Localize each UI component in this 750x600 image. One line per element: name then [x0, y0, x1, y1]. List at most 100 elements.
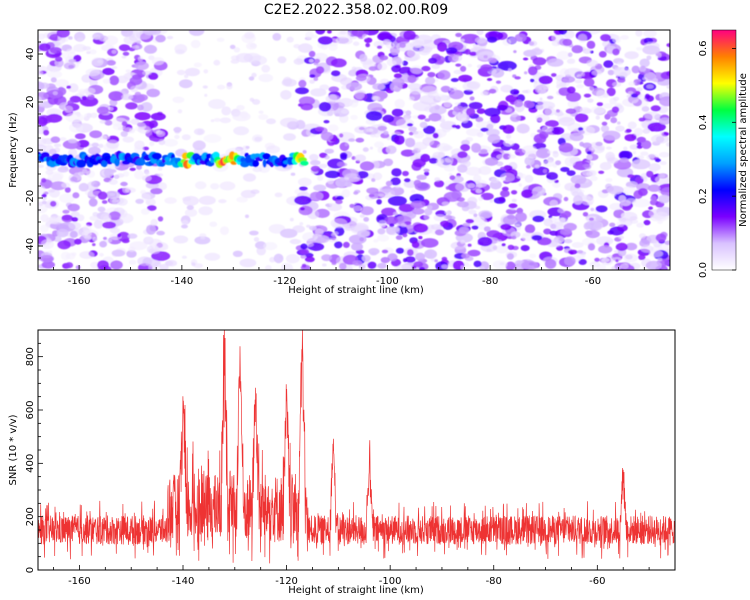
- heatmap-cell: [395, 247, 405, 254]
- heatmap-cell: [394, 135, 405, 145]
- heatmap-cell: [595, 216, 603, 222]
- heatmap-band-cell: [240, 157, 246, 163]
- heatmap-cell: [452, 54, 463, 62]
- heatmap-cell: [539, 97, 543, 101]
- heatmap-cell: [314, 58, 320, 64]
- heatmap-cell: [68, 138, 77, 144]
- y-tick-label: 400: [25, 454, 36, 473]
- heatmap-cell: [354, 154, 367, 162]
- heatmap-cell: [647, 184, 661, 192]
- heatmap-cell: [615, 242, 628, 251]
- heatmap-cell: [557, 208, 566, 214]
- heatmap-cell: [327, 30, 332, 34]
- heatmap-cell: [535, 148, 551, 159]
- heatmap-cell: [319, 153, 327, 158]
- heatmap-cell: [368, 66, 378, 71]
- heatmap-cell: [258, 110, 264, 114]
- heatmap-cell: [331, 70, 341, 77]
- heatmap-cell: [121, 93, 134, 100]
- heatmap-cell: [45, 169, 54, 175]
- heatmap-cell: [74, 238, 82, 245]
- heatmap-cell: [230, 55, 240, 61]
- heatmap-cell: [486, 78, 493, 81]
- heatmap-cell: [478, 166, 492, 175]
- heatmap-cell: [509, 89, 520, 95]
- heatmap-cell: [68, 83, 79, 93]
- heatmap-cell: [243, 173, 256, 182]
- heatmap-cell: [69, 230, 78, 238]
- heatmap-cell: [365, 42, 371, 48]
- heatmap-cell: [613, 96, 620, 101]
- heatmap-cell: [625, 128, 632, 133]
- heatmap-cell: [488, 88, 497, 94]
- heatmap-cell: [151, 57, 165, 66]
- heatmap-cell: [360, 206, 374, 216]
- heatmap-cell: [299, 186, 308, 191]
- heatmap-cell: [522, 232, 531, 237]
- heatmap-cell: [81, 229, 99, 239]
- heatmap-cell: [203, 134, 222, 143]
- heatmap-cell: [513, 50, 517, 54]
- heatmap-cell: [203, 69, 209, 74]
- heatmap-cell: [335, 177, 348, 188]
- heatmap-cell: [403, 30, 416, 40]
- heatmap-cell: [365, 111, 383, 121]
- heatmap-cell: [465, 166, 482, 176]
- heatmap-cell: [108, 179, 118, 185]
- heatmap-cell: [480, 64, 493, 72]
- heatmap-cell: [350, 114, 358, 120]
- heatmap-cell: [566, 86, 576, 94]
- heatmap-cell: [310, 88, 327, 97]
- heatmap-cell: [555, 160, 562, 166]
- heatmap-cell: [354, 125, 370, 134]
- heatmap-cell: [460, 33, 480, 44]
- heatmap-cell: [292, 225, 306, 233]
- heatmap-cell: [623, 146, 628, 151]
- heatmap-cell: [376, 45, 383, 49]
- heatmap-cell: [505, 134, 512, 139]
- heatmap-cell: [582, 169, 595, 177]
- heatmap-cell: [582, 163, 590, 168]
- heatmap-cell: [454, 102, 461, 106]
- heatmap-cell: [404, 178, 411, 183]
- heatmap-cell: [186, 205, 194, 211]
- heatmap-cell: [370, 132, 376, 138]
- heatmap-cell: [209, 221, 218, 227]
- heatmap-cell: [533, 81, 543, 91]
- heatmap-cell: [353, 205, 363, 212]
- heatmap-cell: [466, 107, 476, 117]
- heatmap-cell: [519, 173, 527, 179]
- heatmap-cell: [598, 245, 613, 254]
- heatmap-cell: [526, 165, 531, 169]
- heatmap-cell: [90, 112, 98, 119]
- heatmap-cell: [648, 154, 656, 159]
- heatmap-cell: [466, 81, 481, 89]
- x-tick-label: -160: [68, 576, 91, 587]
- heatmap-cell: [616, 221, 625, 227]
- heatmap-cell: [352, 260, 363, 266]
- heatmap-cell: [533, 133, 547, 144]
- heatmap-cell: [506, 214, 516, 220]
- snr-panel: -160 -140 -120 -100 -80 -60 0 200 400 600 800 Hei…: [8, 329, 676, 596]
- heatmap-cell: [239, 258, 257, 268]
- heatmap-cell: [436, 41, 448, 52]
- heatmap-cell: [574, 183, 581, 189]
- heatmap-cell: [574, 79, 583, 84]
- heatmap-cell: [191, 262, 196, 267]
- heatmap-cell: [229, 44, 236, 50]
- heatmap-cell: [522, 90, 529, 94]
- heatmap-cell: [248, 55, 268, 66]
- heatmap-cell: [302, 150, 307, 154]
- heatmap-cell: [524, 224, 536, 234]
- heatmap-cell: [299, 222, 304, 226]
- heatmap-cell: [599, 162, 612, 171]
- y-tick-label: 600: [25, 400, 36, 419]
- heatmap-cell: [300, 207, 305, 211]
- heatmap-cell: [412, 101, 432, 111]
- heatmap-cell: [309, 79, 315, 84]
- heatmap-cell: [252, 166, 263, 173]
- heatmap-cell: [363, 217, 370, 222]
- heatmap-cell: [390, 177, 401, 186]
- heatmap-cell: [615, 259, 619, 263]
- heatmap-cell: [598, 170, 605, 174]
